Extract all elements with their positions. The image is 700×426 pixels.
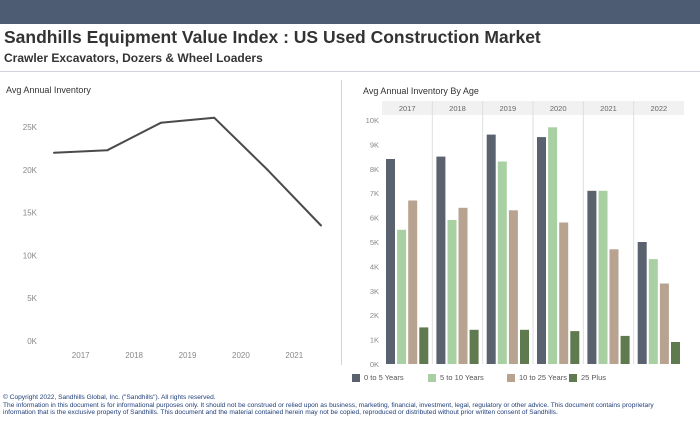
bar-y-tick-label: 4K [370, 262, 379, 271]
bar [637, 242, 647, 364]
facet-header-label: 2022 [650, 104, 667, 113]
legend-swatch [569, 374, 577, 382]
footer-copyright: © Copyright 2022, Sandhills Global, Inc.… [3, 394, 216, 401]
panel-divider [341, 80, 342, 365]
bar-y-tick-label: 6K [370, 214, 379, 223]
legend-swatch [352, 374, 360, 382]
line-point [266, 168, 269, 171]
bar [458, 207, 468, 364]
facet-header-label: 2017 [399, 104, 416, 113]
bar [486, 134, 496, 364]
line-y-tick-label: 20K [23, 166, 38, 175]
bar [598, 190, 608, 364]
legend-label: 10 to 25 Years [519, 373, 567, 382]
bar [469, 329, 479, 364]
bar-y-tick-label: 9K [370, 140, 379, 149]
bar [408, 200, 418, 364]
bar [508, 210, 518, 364]
facet-header-label: 2018 [449, 104, 466, 113]
bar [520, 329, 529, 364]
top-banner [0, 0, 700, 24]
line-x-tick-label: 2018 [125, 351, 143, 360]
bar [386, 159, 395, 364]
bar [497, 161, 507, 364]
header-divider [0, 71, 700, 72]
bar [671, 342, 680, 364]
facet-header-label: 2021 [600, 104, 617, 113]
bar [447, 220, 457, 364]
line-point [320, 224, 322, 227]
footer-disclaimer: © Copyright 2022, Sandhills Global, Inc.… [3, 394, 697, 417]
bar [419, 327, 429, 364]
page-subtitle: Crawler Excavators, Dozers & Wheel Loade… [4, 51, 263, 65]
bar-y-tick-label: 0K [370, 360, 379, 369]
legend-label: 5 to 10 Years [440, 373, 484, 382]
line-y-tick-label: 15K [23, 209, 38, 218]
line-x-tick-label: 2020 [232, 351, 250, 360]
footer-disclaimer-line-1: The information in this document is for … [3, 401, 654, 409]
bar-y-tick-label: 5K [370, 238, 379, 247]
line-x-tick-label: 2019 [179, 351, 197, 360]
facet-header-label: 2019 [499, 104, 516, 113]
bar [620, 335, 630, 364]
bar [659, 283, 669, 364]
line-point [213, 116, 216, 119]
bar [397, 229, 407, 364]
line-x-tick-label: 2017 [72, 351, 90, 360]
bar [570, 331, 580, 364]
footer-disclaimer-line-2: information that is the exclusive proper… [3, 409, 558, 417]
page-title: Sandhills Equipment Value Index : US Use… [4, 27, 541, 47]
line-series [53, 116, 322, 227]
bar-y-tick-label: 7K [370, 189, 379, 198]
bar-chart-title: Avg Annual Inventory By Age [363, 86, 479, 96]
line-point [159, 121, 162, 124]
line-y-tick-label: 25K [23, 123, 38, 132]
line-point [106, 149, 109, 152]
line-x-tick-label: 2021 [285, 351, 303, 360]
bar [587, 190, 597, 364]
legend-label: 0 to 5 Years [364, 373, 404, 382]
legend-swatch [428, 374, 436, 382]
bar-y-tick-label: 10K [366, 116, 379, 125]
line-point [53, 151, 55, 154]
bar [609, 249, 619, 364]
bar-y-tick-label: 1K [370, 336, 379, 345]
facet-header-label: 2020 [550, 104, 567, 113]
line-y-tick-label: 5K [27, 294, 37, 303]
bar [436, 156, 446, 364]
legend-swatch [507, 374, 515, 382]
bar [548, 127, 558, 364]
line-y-tick-label: 10K [23, 251, 38, 260]
bar-y-tick-label: 8K [370, 165, 379, 174]
bar [537, 137, 546, 364]
line-y-tick-label: 0K [27, 337, 37, 346]
bar [559, 222, 569, 364]
legend-label: 25 Plus [581, 373, 607, 382]
line-chart-title: Avg Annual Inventory [6, 85, 91, 95]
bar-y-tick-label: 2K [370, 311, 379, 320]
bar-y-tick-label: 3K [370, 287, 379, 296]
bar [648, 259, 658, 364]
